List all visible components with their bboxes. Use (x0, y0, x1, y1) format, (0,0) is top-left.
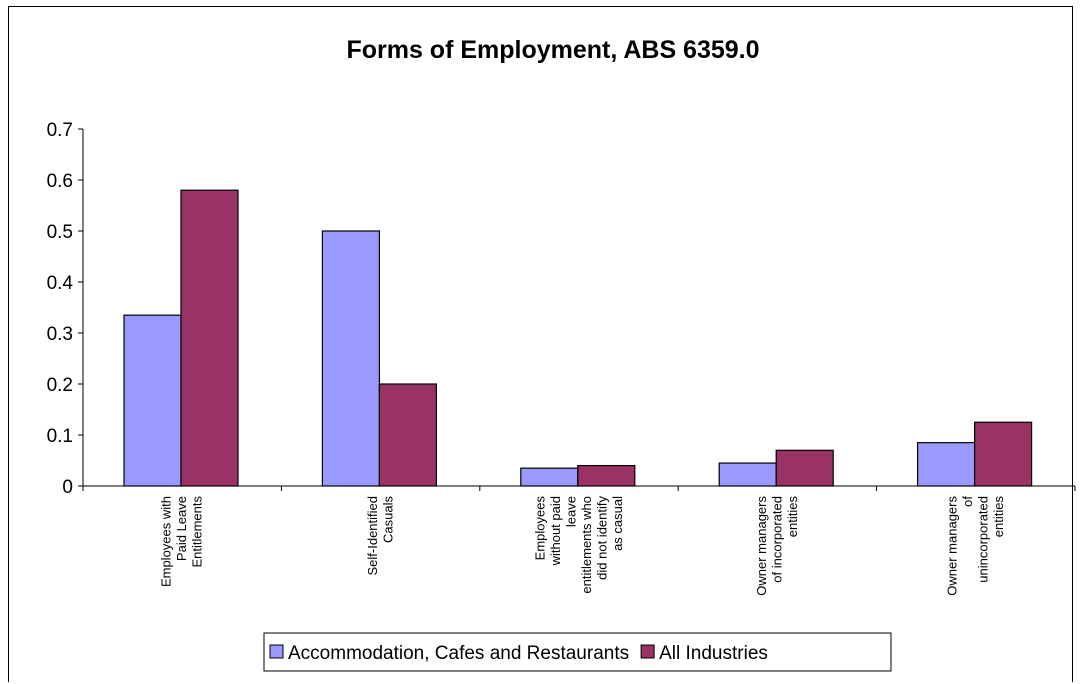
legend-swatch (269, 644, 284, 659)
category-label-line: of incorporated (769, 496, 784, 583)
category-label: Self-Identified Casuals (365, 496, 396, 576)
chart-title: Forms of Employment, ABS 6359.0 (346, 36, 759, 64)
category-label-line: entitlements who (579, 496, 594, 594)
y-tick-label: 0 (62, 477, 73, 498)
y-tick-label: 0.3 (47, 324, 73, 345)
bar (123, 314, 182, 487)
category-label: Owner managers of unincorporated entities (945, 496, 1007, 596)
category-label: Owner managers of incorporated entities (754, 496, 800, 596)
bar (577, 465, 636, 487)
bar (321, 230, 380, 487)
legend: Accommodation, Cafes and Restaurants All … (263, 632, 892, 672)
bar (378, 383, 437, 487)
category-label-line: leave (563, 496, 578, 527)
bar (916, 442, 976, 487)
category-label-line: Paid Leave (174, 496, 189, 561)
y-tick-label: 0.6 (47, 171, 73, 192)
legend-swatch (640, 644, 655, 659)
category-label-line: Employees with (159, 496, 174, 587)
legend-box (263, 632, 892, 672)
chart-frame (8, 6, 1073, 682)
category-label: Employees with Paid Leave Entitlements (159, 496, 205, 588)
category-label-line: Employees (532, 496, 547, 561)
category-label-line: as casual (610, 496, 625, 551)
category-label-line: of (960, 496, 975, 507)
category-label-line: unincorporated (976, 496, 991, 583)
category-label-line: Owner managers (945, 496, 960, 596)
bar (973, 421, 1033, 487)
y-tick-label: 0.2 (47, 375, 73, 396)
category-label-line: Self-Identified (365, 496, 380, 576)
chart-bars (123, 189, 1033, 487)
bar (520, 467, 579, 487)
y-tick-label: 0.7 (47, 120, 73, 141)
category-label-line: Owner managers (754, 496, 769, 596)
chart-axes: 0 0.1 0.2 0.3 0.4 0.5 0.6 0.7 (47, 120, 1076, 498)
bar (180, 189, 239, 487)
category-label-line: without paid (548, 496, 563, 566)
bar (718, 462, 777, 487)
legend-label: Accommodation, Cafes and Restaurants (288, 643, 629, 664)
y-tick-label: 0.4 (47, 273, 74, 294)
y-tick-label: 0.1 (47, 426, 73, 447)
category-label-line: entities (785, 496, 800, 538)
category-labels: Employees with Paid Leave Entitlements Self… (159, 496, 1006, 596)
legend-label: All Industries (659, 643, 768, 664)
y-tick-label: 0.5 (47, 222, 73, 243)
category-label-line: entities (991, 496, 1006, 538)
bar (775, 449, 834, 487)
category-label-line: Casuals (380, 496, 395, 543)
category-label-line: Entitlements (190, 496, 205, 568)
category-label-line: did not identify (594, 496, 609, 580)
category-label: Employees without paid leave entitlements w… (532, 496, 625, 594)
